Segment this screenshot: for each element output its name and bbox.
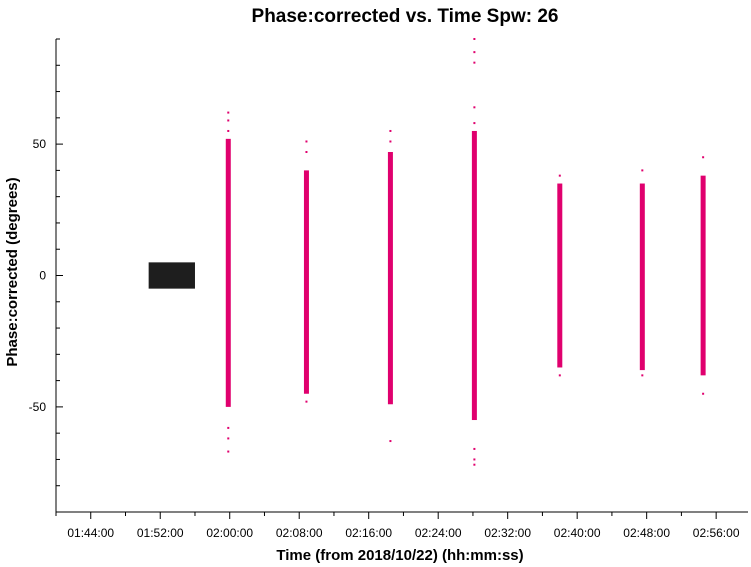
outlier-point — [473, 463, 476, 466]
scan-bar — [700, 175, 706, 376]
scan-bar — [639, 183, 645, 371]
outlier-point — [641, 169, 644, 172]
scan-bar — [471, 130, 477, 421]
x-tick-label: 02:32:00 — [484, 526, 531, 540]
outlier-point — [227, 129, 230, 132]
outlier-point — [558, 374, 561, 377]
outlier-point — [227, 119, 230, 122]
outlier-point — [389, 129, 392, 132]
outlier-point — [473, 61, 476, 64]
outlier-point — [305, 140, 308, 143]
y-tick-label: -50 — [29, 400, 47, 414]
scan-bar — [387, 151, 393, 405]
x-tick-label: 02:56:00 — [693, 526, 740, 540]
x-tick-label: 02:40:00 — [554, 526, 601, 540]
outlier-point — [389, 440, 392, 443]
scan-block — [148, 262, 195, 289]
x-tick-label: 02:00:00 — [206, 526, 253, 540]
x-tick-label: 01:44:00 — [67, 526, 114, 540]
outlier-point — [389, 140, 392, 143]
outlier-point — [473, 106, 476, 109]
x-axis-label: Time (from 2018/10/22) (hh:mm:ss) — [276, 547, 523, 564]
outlier-point — [227, 111, 230, 114]
y-tick-label: 0 — [39, 269, 46, 283]
x-tick-label: 01:52:00 — [137, 526, 184, 540]
x-tick-label: 02:48:00 — [623, 526, 670, 540]
outlier-point — [473, 447, 476, 450]
outlier-point — [473, 38, 476, 40]
scan-bar — [225, 138, 231, 407]
scan-bar — [557, 183, 563, 368]
outlier-point — [702, 392, 705, 395]
x-tick-label: 02:16:00 — [345, 526, 392, 540]
outlier-point — [473, 122, 476, 125]
x-tick-label: 02:24:00 — [415, 526, 462, 540]
outlier-point — [558, 174, 561, 177]
y-axis-label: Phase:corrected (degrees) — [4, 177, 21, 366]
outlier-point — [227, 426, 230, 429]
x-tick-label: 02:08:00 — [276, 526, 323, 540]
outlier-point — [473, 458, 476, 461]
data-marks — [148, 38, 706, 466]
outlier-point — [473, 51, 476, 54]
outlier-point — [227, 450, 230, 453]
outlier-point — [702, 156, 705, 159]
y-tick-label: 50 — [33, 137, 47, 151]
outlier-point — [227, 437, 230, 440]
chart-title: Phase:corrected vs. Time Spw: 26 — [252, 6, 559, 27]
scan-bar — [303, 170, 309, 394]
outlier-point — [305, 150, 308, 153]
axes: 01:44:00 01:52:00 02:00:00 02:08:00 02:16:00… — [29, 38, 748, 540]
outlier-point — [641, 374, 644, 377]
outlier-point — [305, 400, 308, 403]
